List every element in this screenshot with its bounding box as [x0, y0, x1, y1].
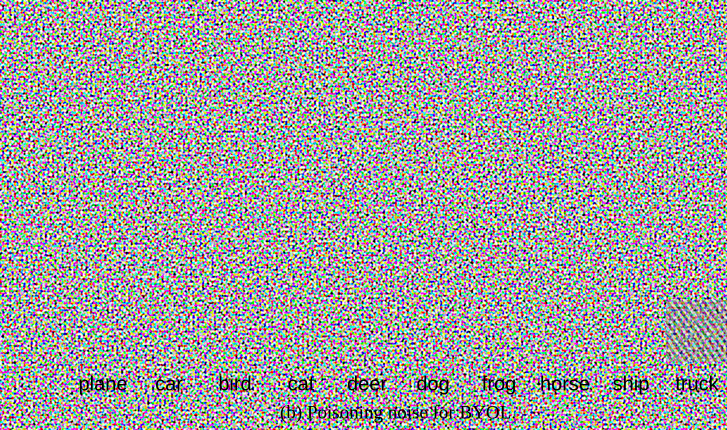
column-label: deer — [347, 373, 387, 395]
noise-image — [468, 5, 530, 67]
column-label: cat — [288, 373, 315, 395]
noise-image — [138, 233, 200, 295]
column-label: plane — [79, 145, 128, 167]
noise-image — [468, 233, 530, 295]
noise-image — [270, 233, 332, 295]
column-label: cat — [288, 145, 315, 167]
noise-image — [336, 5, 398, 67]
noise-image — [534, 233, 596, 295]
noise-pattern — [402, 300, 464, 362]
row-label: CP (S) — [20, 27, 62, 43]
figure: CP (S) CP (C) plane car bird cat deer dog frog ho… — [0, 0, 727, 430]
column-label: frog — [482, 373, 516, 395]
noise-pattern — [72, 300, 134, 362]
noise-pattern — [534, 72, 596, 134]
noise-pattern — [402, 72, 464, 134]
noise-pattern — [336, 300, 398, 362]
noise-image — [270, 5, 332, 67]
noise-image — [666, 5, 727, 67]
noise-image — [204, 5, 266, 67]
column-label: plane — [79, 373, 128, 395]
column-label: deer — [347, 145, 387, 167]
noise-image — [534, 5, 596, 67]
noise-pattern — [270, 300, 332, 362]
noise-pattern — [468, 72, 530, 134]
column-label: car — [155, 145, 183, 167]
column-label: frog — [482, 145, 516, 167]
noise-image — [402, 5, 464, 67]
column-label: bird — [218, 373, 251, 395]
caption: (b) Poisoning noise for BYOL. — [280, 402, 516, 423]
noise-image — [204, 233, 266, 295]
column-label: horse — [540, 373, 590, 395]
noise-image — [600, 233, 662, 295]
noise-pattern — [270, 72, 332, 134]
noise-pattern — [204, 72, 266, 134]
noise-pattern — [600, 300, 662, 362]
column-label: ship — [613, 145, 650, 167]
column-label: truck — [675, 145, 719, 167]
noise-pattern — [138, 300, 200, 362]
noise-image — [666, 233, 727, 295]
noise-pattern — [204, 300, 266, 362]
noise-pattern — [666, 72, 727, 134]
panel: CP (S) CP (C) plane car bird cat deer dog frog ho… — [19, 233, 727, 423]
column-label: ship — [613, 373, 650, 395]
row-label: CP (C) — [19, 322, 62, 338]
noise-image — [72, 233, 134, 295]
noise-pattern — [468, 300, 530, 362]
noise-pattern — [138, 72, 200, 134]
column-label: car — [155, 373, 183, 395]
noise-pattern — [534, 300, 596, 362]
column-label: dog — [416, 373, 449, 395]
noise-pattern — [600, 72, 662, 134]
column-label: truck — [675, 373, 719, 395]
row-label: CP (C) — [19, 94, 62, 110]
noise-pattern — [336, 72, 398, 134]
noise-image — [600, 5, 662, 67]
noise-pattern — [666, 300, 727, 362]
row-label: CP (S) — [20, 255, 62, 271]
noise-image — [138, 5, 200, 67]
caption: (a) Poisoning noise for MoCo v2. — [270, 174, 525, 195]
panel: CP (S) CP (C) plane car bird cat deer dog frog ho… — [19, 5, 727, 195]
noise-image — [336, 233, 398, 295]
noise-image — [72, 5, 134, 67]
column-label: bird — [218, 145, 251, 167]
noise-image — [402, 233, 464, 295]
noise-pattern — [72, 72, 134, 134]
column-label: dog — [416, 145, 449, 167]
column-label: horse — [540, 145, 590, 167]
